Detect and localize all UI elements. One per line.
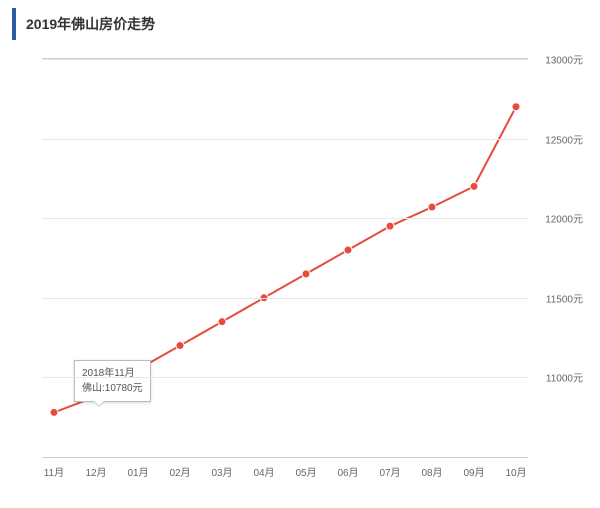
chart-title: 2019年佛山房价走势 [26, 14, 578, 34]
data-point[interactable] [470, 182, 478, 190]
plot-area[interactable]: 2018年11月 佛山:10780元 13000元12500元12000元115… [42, 58, 528, 458]
gridline [42, 218, 528, 219]
chart-area: 2018年11月 佛山:10780元 13000元 12500元 12000元 115… [12, 48, 588, 498]
x-axis-label: 12月 [85, 464, 106, 479]
y-axis-label: 12500元 [545, 131, 583, 146]
title-bar: 2019年佛山房价走势 [12, 8, 588, 40]
chart-container: 2019年佛山房价走势 2018年11月 佛山:10780元 13000元 125… [0, 8, 600, 508]
gridline [42, 298, 528, 299]
tooltip-line1: 2018年11月 [82, 366, 143, 381]
y-axis-label: 13000元 [545, 52, 583, 67]
data-point[interactable] [512, 103, 520, 111]
x-axis-label: 08月 [421, 464, 442, 479]
x-axis-label: 05月 [295, 464, 316, 479]
x-axis-label: 10月 [505, 464, 526, 479]
x-axis-label: 01月 [127, 464, 148, 479]
data-point[interactable] [344, 246, 352, 254]
gridline [42, 139, 528, 140]
data-point[interactable] [302, 270, 310, 278]
data-point[interactable] [428, 203, 436, 211]
x-axis-label: 07月 [379, 464, 400, 479]
x-axis-label: 11月 [44, 464, 64, 479]
x-axis-label: 02月 [169, 464, 190, 479]
gridline [42, 377, 528, 378]
data-point[interactable] [176, 342, 184, 350]
gridline [42, 59, 528, 60]
data-point[interactable] [50, 408, 58, 416]
tooltip-line2: 佛山:10780元 [82, 381, 143, 396]
data-point[interactable] [386, 222, 394, 230]
y-axis-label: 11500元 [546, 290, 583, 305]
y-axis-label: 12000元 [545, 211, 583, 226]
x-axis-label: 04月 [253, 464, 274, 479]
y-axis-label: 11000元 [546, 370, 583, 385]
x-axis-label: 03月 [211, 464, 232, 479]
x-axis-label: 06月 [337, 464, 358, 479]
x-axis-label: 09月 [463, 464, 484, 479]
data-point[interactable] [218, 318, 226, 326]
tooltip: 2018年11月 佛山:10780元 [74, 360, 151, 402]
